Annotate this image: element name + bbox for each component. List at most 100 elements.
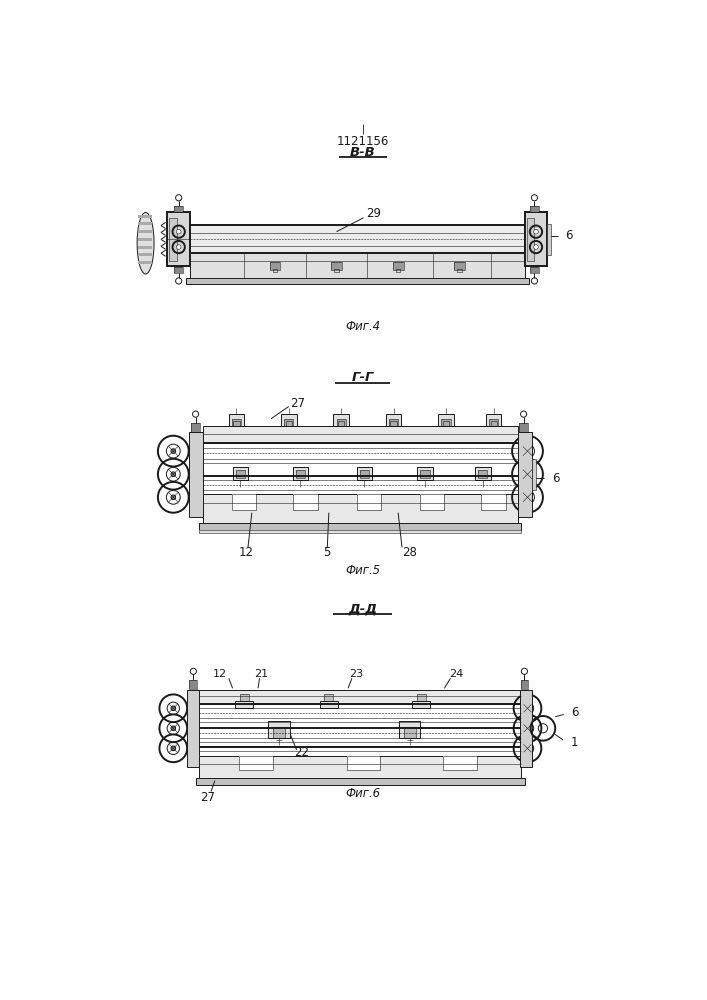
Bar xyxy=(404,727,416,738)
Bar xyxy=(420,494,444,510)
Bar xyxy=(421,470,430,478)
Bar xyxy=(187,278,529,284)
Bar xyxy=(203,426,518,443)
Bar xyxy=(337,419,346,426)
Bar xyxy=(420,494,444,510)
Bar xyxy=(187,690,199,767)
Bar xyxy=(138,246,152,249)
Bar xyxy=(199,530,521,533)
Bar xyxy=(273,727,285,738)
Text: 1: 1 xyxy=(571,736,578,749)
Text: 12: 12 xyxy=(239,546,254,559)
Bar xyxy=(443,421,449,426)
Circle shape xyxy=(171,449,175,453)
Bar xyxy=(268,721,290,738)
Bar xyxy=(233,421,240,426)
Bar xyxy=(519,423,528,432)
Bar xyxy=(325,694,334,701)
Text: Д-Д: Д-Д xyxy=(349,602,378,615)
Bar xyxy=(438,414,454,426)
Bar xyxy=(284,419,293,426)
Bar xyxy=(138,230,152,233)
Bar xyxy=(530,206,539,212)
Bar xyxy=(268,721,290,738)
Bar xyxy=(520,680,528,689)
Bar xyxy=(525,212,547,266)
Bar xyxy=(232,494,257,510)
Bar xyxy=(284,419,293,426)
Bar xyxy=(170,218,177,261)
Bar xyxy=(404,727,416,738)
Bar xyxy=(320,701,338,708)
Circle shape xyxy=(525,495,530,500)
Bar xyxy=(389,419,398,426)
Bar xyxy=(457,269,462,272)
Bar xyxy=(475,466,491,480)
Bar xyxy=(527,218,534,261)
Bar xyxy=(138,261,152,264)
Bar xyxy=(421,470,430,478)
Bar xyxy=(331,262,342,270)
Bar xyxy=(273,269,277,272)
Bar xyxy=(293,466,308,480)
Bar xyxy=(239,756,273,770)
Bar xyxy=(530,206,539,212)
Bar xyxy=(386,414,402,426)
Bar xyxy=(189,432,203,517)
Bar xyxy=(296,470,305,478)
Circle shape xyxy=(171,746,175,751)
Bar xyxy=(296,470,305,478)
Bar xyxy=(441,419,450,426)
Bar xyxy=(334,269,339,272)
Ellipse shape xyxy=(137,212,154,274)
Bar xyxy=(189,432,203,517)
Bar xyxy=(334,414,349,426)
Bar xyxy=(417,466,433,480)
Text: 6: 6 xyxy=(565,229,573,242)
Bar xyxy=(190,225,525,253)
Bar xyxy=(232,494,257,510)
Text: 5: 5 xyxy=(324,546,331,559)
Bar xyxy=(281,414,296,426)
Bar xyxy=(481,494,506,510)
Bar xyxy=(233,466,248,480)
Bar xyxy=(199,530,521,533)
Bar xyxy=(199,756,521,778)
Bar xyxy=(547,224,551,255)
Text: Г-Г: Г-Г xyxy=(351,371,374,384)
Circle shape xyxy=(171,726,175,731)
Bar xyxy=(486,414,501,426)
Bar xyxy=(190,253,525,278)
Bar xyxy=(520,690,532,767)
Bar xyxy=(232,419,241,426)
Bar xyxy=(481,494,506,510)
Bar xyxy=(190,225,525,253)
Circle shape xyxy=(171,495,175,500)
Bar xyxy=(203,494,518,523)
Bar xyxy=(138,215,152,218)
Bar xyxy=(443,756,477,770)
Bar xyxy=(187,278,529,284)
Circle shape xyxy=(176,229,181,234)
Bar xyxy=(356,466,372,480)
Bar xyxy=(478,470,487,478)
Text: Фиг.6: Фиг.6 xyxy=(345,787,380,800)
Text: В-В: В-В xyxy=(350,146,375,159)
Bar xyxy=(399,721,421,738)
Bar xyxy=(412,701,431,708)
Bar xyxy=(203,494,518,523)
Text: 24: 24 xyxy=(449,669,463,679)
Bar xyxy=(412,701,431,708)
Bar xyxy=(174,267,183,273)
Text: Фиг.5: Фиг.5 xyxy=(345,564,380,577)
Bar xyxy=(138,222,152,225)
Bar xyxy=(486,414,501,426)
Text: 27: 27 xyxy=(291,397,305,410)
Bar xyxy=(393,262,404,270)
Bar xyxy=(455,262,465,270)
Bar xyxy=(167,212,190,266)
Bar xyxy=(334,414,349,426)
Bar xyxy=(443,756,477,770)
Bar xyxy=(189,680,197,689)
Text: 6: 6 xyxy=(571,706,579,719)
